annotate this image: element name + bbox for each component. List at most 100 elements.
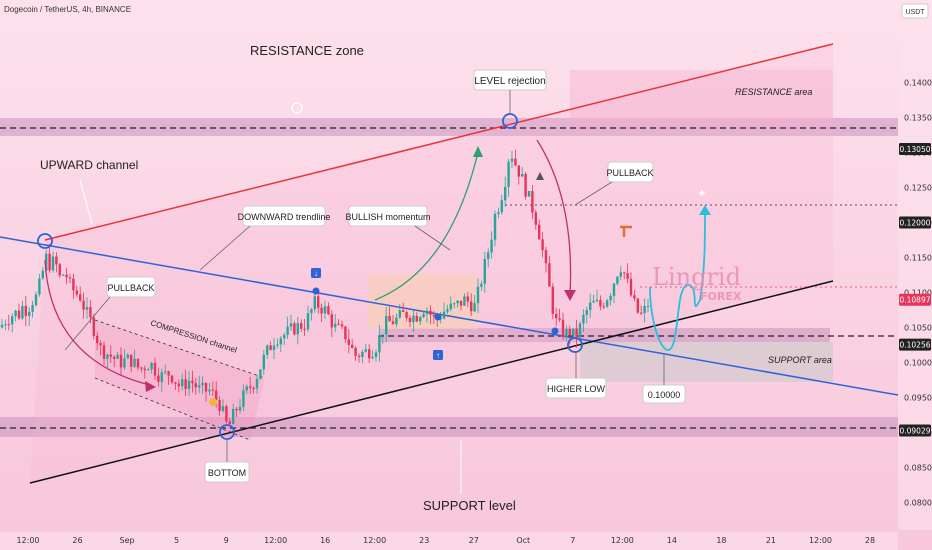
currency-label: USDT — [905, 9, 925, 16]
svg-text:BOTTOM: BOTTOM — [208, 468, 246, 478]
support-area-label: SUPPORT area — [768, 355, 832, 365]
candle-body — [153, 362, 157, 376]
price-level-badges: 0.13050 0.12000 0.10897 0.10256 0.09029 — [899, 143, 931, 437]
candle-body — [619, 272, 622, 277]
candle-body — [558, 318, 561, 320]
candle-body — [582, 314, 585, 324]
candle-body — [252, 387, 255, 389]
x-tick-label: 21 — [766, 536, 776, 545]
candle-body — [208, 389, 211, 392]
candle-body — [116, 354, 119, 359]
candle-body — [456, 300, 459, 304]
support-zone-band — [380, 328, 830, 342]
candle-body — [531, 191, 534, 213]
price-badge-resistance — [899, 143, 931, 155]
candle-body — [357, 355, 361, 358]
candle-body — [109, 354, 112, 357]
candle-body — [327, 306, 330, 315]
candle-body — [276, 344, 279, 346]
candle-body — [164, 371, 167, 373]
candle-body — [643, 306, 646, 314]
rocket-icon — [536, 172, 544, 180]
candle-body — [385, 315, 388, 335]
projection-path — [649, 211, 706, 351]
candle-body — [578, 323, 582, 338]
candle-body — [473, 303, 476, 312]
candle-body — [225, 406, 228, 422]
candle-body — [272, 345, 276, 350]
x-tick-label: 5 — [174, 536, 179, 545]
pullback-left-arrowhead — [145, 381, 156, 392]
svg-text:0.10000: 0.10000 — [648, 390, 681, 400]
svg-text:PULLBACK: PULLBACK — [107, 283, 154, 293]
trendline-dots — [312, 287, 559, 335]
pullback-right-arrowhead — [564, 290, 576, 301]
svg-text:HIGHER LOW: HIGHER LOW — [547, 384, 606, 394]
candle-body — [167, 371, 170, 376]
candle-body — [510, 158, 514, 162]
candle-body — [11, 316, 14, 325]
watermark-sub: FOREX — [700, 290, 742, 303]
svg-text:PULLBACK: PULLBACK — [606, 168, 653, 178]
snail-icon — [209, 398, 217, 406]
candle-body — [561, 319, 565, 337]
candle-body — [398, 310, 401, 318]
candle-body — [123, 358, 126, 368]
candle-body — [102, 345, 106, 359]
candle-body — [136, 358, 140, 368]
candle-body — [371, 356, 374, 359]
projection-arrowhead — [699, 205, 711, 215]
candle-body — [75, 290, 78, 295]
candle-body — [181, 379, 184, 387]
candle-body — [612, 283, 616, 296]
candle-body — [313, 296, 316, 310]
candle-body — [504, 186, 507, 201]
candle-body — [24, 305, 27, 317]
x-tick-label: 18 — [716, 536, 726, 545]
candle-body — [402, 310, 405, 312]
sparkle-icon: ✦ — [697, 188, 706, 200]
candle-body — [235, 408, 238, 411]
candle-body — [442, 311, 446, 319]
currency-badge[interactable] — [901, 3, 929, 19]
candle-body — [68, 277, 72, 279]
candle-body — [568, 328, 571, 335]
candle-body — [425, 310, 429, 314]
candle-body — [82, 300, 85, 310]
candle-body — [320, 307, 323, 314]
candle-body — [174, 382, 177, 384]
candle-body — [572, 328, 575, 335]
candle-body — [232, 408, 235, 425]
resistance-area-label: RESISTANCE area — [735, 87, 812, 97]
candle-body — [524, 173, 527, 197]
candle-body — [555, 313, 558, 319]
resistance-zone-band — [0, 118, 898, 136]
candle-body — [4, 324, 7, 326]
candle-body — [470, 301, 473, 312]
candle-body — [177, 383, 180, 387]
candle-body — [459, 300, 463, 306]
candle-body — [14, 310, 17, 317]
x-axis-panel[interactable] — [0, 532, 898, 550]
candle-body — [303, 328, 306, 330]
candle-body — [218, 400, 221, 411]
candle-body — [28, 311, 31, 317]
candle-body — [296, 323, 299, 335]
x-tick-label: 26 — [72, 536, 82, 545]
downward-trendline — [0, 236, 899, 396]
y-axis-panel[interactable] — [898, 22, 932, 530]
candle-body — [415, 315, 418, 322]
callout-bullish-momentum: BULLISH momentum — [345, 205, 451, 251]
candle-body — [96, 335, 99, 344]
price-badge-label-support: 0.10256 — [899, 341, 930, 350]
candle-body — [419, 317, 422, 322]
candle-body — [493, 214, 497, 240]
candle-body — [323, 306, 327, 314]
support-level-label: SUPPORT level — [423, 498, 516, 513]
candle-body — [405, 311, 408, 318]
candle-body — [490, 239, 493, 253]
candle-body — [606, 300, 609, 307]
candle-body — [609, 295, 612, 301]
